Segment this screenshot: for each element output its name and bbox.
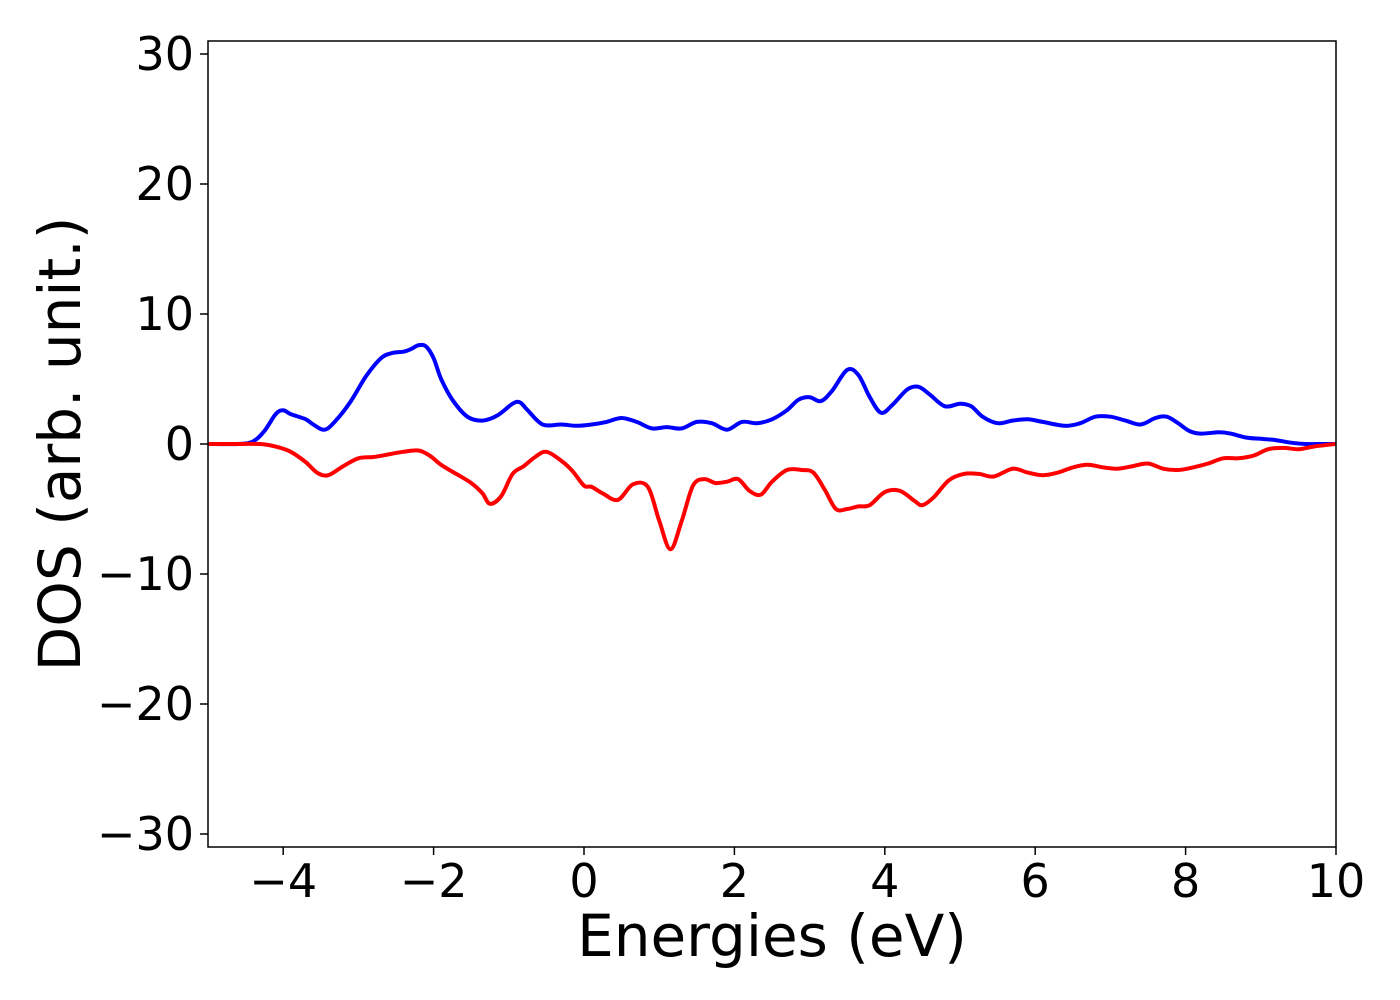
plot-area bbox=[208, 41, 1336, 847]
x-tick-label: −4 bbox=[249, 854, 317, 908]
x-tick-label: 2 bbox=[720, 854, 749, 908]
y-axis-ticks: 30 20 10 0 −10 −20 −30 bbox=[97, 27, 208, 861]
x-tick-label: 6 bbox=[1021, 854, 1050, 908]
x-tick-label: 10 bbox=[1307, 854, 1366, 908]
y-tick-label: −10 bbox=[97, 547, 194, 601]
y-tick-label: 10 bbox=[135, 287, 194, 341]
x-tick-label: 4 bbox=[870, 854, 899, 908]
y-tick-label: −30 bbox=[97, 807, 194, 861]
x-tick-label: 0 bbox=[569, 854, 598, 908]
y-tick-label: 30 bbox=[135, 27, 194, 81]
y-tick-label: 0 bbox=[165, 417, 194, 471]
series-line-1 bbox=[208, 441, 1337, 552]
x-tick-label: −2 bbox=[400, 854, 468, 908]
y-tick-label: −20 bbox=[97, 677, 194, 731]
series-line-0 bbox=[207, 342, 1336, 447]
y-tick-label: 20 bbox=[135, 157, 194, 211]
y-axis-label: DOS (arb. unit.) bbox=[26, 217, 94, 672]
series-layer bbox=[207, 342, 1337, 552]
x-tick-label: 8 bbox=[1171, 854, 1200, 908]
x-axis-ticks: −4 −2 0 2 4 6 8 10 bbox=[249, 847, 1365, 908]
x-axis-label: Energies (eV) bbox=[577, 902, 967, 970]
